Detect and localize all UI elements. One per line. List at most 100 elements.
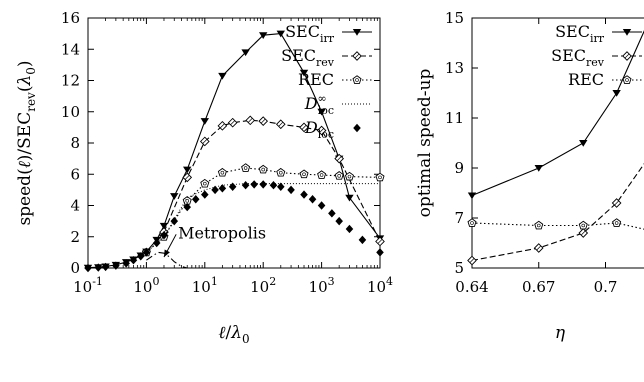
- marker-detail: [580, 230, 586, 236]
- legend-marker: [352, 75, 362, 84]
- right-y-axis-label: optimal speed-up: [415, 69, 435, 218]
- x-tick-label: 102: [250, 275, 276, 296]
- left-point-4: [152, 238, 161, 248]
- left-point-4: [101, 262, 110, 272]
- left-point-4: [170, 216, 179, 226]
- left-point-4: [300, 190, 308, 199]
- left-series-line-3: [146, 183, 380, 253]
- left-chart: 10-1 100 101 102 103 104 0 2 4 6 8 10 12 14 16 Metropo…: [15, 9, 393, 346]
- annotation-label: Metropolis: [178, 223, 266, 242]
- left-point-4: [183, 202, 191, 212]
- left-point-2: [375, 172, 385, 182]
- marker-detail: [220, 170, 225, 175]
- y-tick-label: 13: [445, 59, 464, 77]
- left-point-4: [191, 195, 200, 204]
- marker-detail: [203, 181, 207, 186]
- left-point-2: [299, 169, 309, 179]
- legend-marker: [622, 29, 632, 36]
- annotation-arrowhead: [163, 249, 170, 258]
- y-tick-label: 11: [445, 109, 464, 127]
- left-point-2: [258, 164, 268, 174]
- marker-detail: [184, 175, 190, 180]
- y-tick-label: 15: [445, 9, 464, 27]
- right-point-0: [612, 90, 621, 97]
- y-tick-label: 12: [61, 72, 80, 90]
- left-point-0: [276, 30, 285, 38]
- left-point-4: [160, 230, 168, 240]
- legend-label: D∞ loc: [304, 92, 334, 117]
- marker-detail: [336, 156, 342, 161]
- left-point-4: [129, 255, 138, 265]
- right-point-2: [467, 218, 477, 227]
- right-point-0: [534, 165, 543, 172]
- left-y-axis-label: speed(ℓ)/SECrev(λ0): [15, 60, 38, 225]
- marker-detail: [220, 123, 225, 129]
- left-series-1: [159, 115, 385, 247]
- left-point-4: [250, 180, 258, 189]
- legend-label: REC: [568, 70, 604, 89]
- x-tick-label: 103: [309, 275, 335, 296]
- legend-label: Dloc: [304, 118, 334, 141]
- marker-detail: [536, 223, 541, 228]
- left-point-2: [334, 171, 344, 180]
- y-tick-label: 10: [61, 103, 80, 121]
- legend-label: SECrev: [281, 46, 335, 69]
- right-plot-frame: [471, 17, 644, 269]
- right-ticks: 0.64 0.67 0.7 5 7 9 11 13 15: [445, 9, 618, 296]
- marker-detail: [337, 174, 341, 178]
- right-series-1: [467, 163, 644, 266]
- marker-detail: [301, 125, 307, 130]
- left-point-4: [241, 180, 250, 190]
- marker-detail: [247, 117, 253, 123]
- y-tick-label: 16: [61, 9, 80, 27]
- right-series-line-2: [471, 222, 644, 230]
- left-point-4: [112, 261, 120, 270]
- right-series: [467, 30, 644, 266]
- left-point-0: [218, 72, 227, 80]
- marker-detail: [377, 239, 383, 244]
- marker-detail: [469, 258, 475, 263]
- marker-detail: [279, 170, 283, 175]
- legend-label: SECirr: [555, 22, 605, 45]
- legend-entry: SECrev: [281, 46, 372, 69]
- x-tick-label: 10-1: [73, 275, 103, 296]
- left-point-4: [345, 224, 354, 234]
- marker-detail: [202, 139, 208, 144]
- left-point-0: [259, 32, 268, 39]
- left-point-4: [317, 201, 326, 210]
- right-series-2: [467, 218, 644, 230]
- left-point-2: [317, 170, 327, 179]
- marker-detail: [243, 166, 248, 170]
- y-tick-label: 5: [454, 259, 464, 277]
- left-x-axis-label: ℓ/λ0: [218, 323, 249, 346]
- right-point-2: [534, 220, 544, 230]
- left-point-4: [269, 180, 278, 190]
- left-point-0: [183, 166, 192, 174]
- left-point-4: [122, 259, 130, 268]
- marker-detail: [470, 221, 474, 225]
- left-series-line-0: [87, 33, 381, 269]
- right-series-0: [467, 30, 644, 200]
- marker-detail: [185, 199, 189, 203]
- left-point-4: [84, 263, 92, 273]
- marker-detail: [581, 223, 586, 228]
- left-point-0: [317, 108, 326, 116]
- marker-detail: [347, 174, 352, 179]
- legend-label: REC: [298, 70, 334, 89]
- left-point-4: [218, 184, 227, 193]
- left-point-4: [287, 185, 295, 195]
- right-point-2: [612, 218, 622, 227]
- x-tick-label: 100: [133, 275, 159, 296]
- left-series-4: [84, 180, 384, 273]
- marker-detail: [614, 200, 619, 206]
- legend-marker: [622, 75, 632, 84]
- y-tick-label: 8: [70, 134, 80, 152]
- right-point-2: [578, 220, 588, 230]
- legend-entry: SECrev: [551, 46, 642, 69]
- left-point-2: [241, 163, 251, 172]
- y-tick-label: 4: [70, 197, 80, 215]
- x-tick-label: 104: [367, 275, 393, 296]
